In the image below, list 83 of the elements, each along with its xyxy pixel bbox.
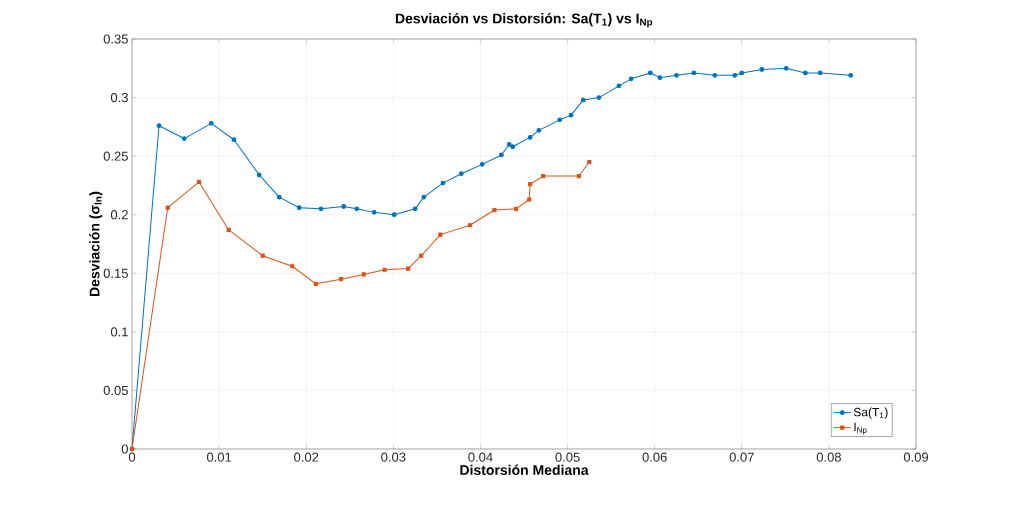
point [181,136,187,141]
point [371,209,377,215]
x-tick-label: 0.01 [206,452,232,462]
point [527,135,533,140]
point [557,117,563,123]
point [196,179,202,185]
point [338,277,344,282]
point [419,253,424,258]
point [361,272,366,277]
y-tick-label: 0.35 [103,34,128,44]
point [382,267,387,272]
x-tick-label: 0.04 [468,452,493,462]
point [514,206,519,211]
point [421,194,427,200]
point [412,206,418,212]
point [587,159,592,165]
point [657,75,663,81]
point [536,127,542,133]
point [290,264,295,269]
x-tick-label: 0.07 [729,452,754,462]
x-tick-label: 0.02 [294,452,319,462]
point [848,72,854,78]
point [406,266,411,271]
point [341,204,347,209]
point [576,173,581,179]
point [596,95,602,100]
point [674,72,679,78]
y-tick-label: 0.2 [110,210,128,220]
point [318,206,324,212]
point [479,161,485,167]
x-axis-title: Distorsión Mediana [460,464,589,476]
point [527,197,532,202]
point [313,281,318,286]
point [528,182,533,187]
point [467,223,473,228]
point [438,232,443,237]
y-tick-label: 0 [121,444,128,454]
x-tick-label: 0.09 [903,452,929,462]
legend-label: Sa(T$_{1}$) [853,407,888,419]
y-tick-label: 0.05 [103,385,128,396]
point [231,137,237,143]
point [440,180,446,186]
point [580,97,586,103]
x-tick-label: 0.06 [642,452,667,462]
point [628,76,634,82]
point [783,65,789,71]
point [260,253,265,258]
point [541,173,546,179]
point [691,70,697,76]
x-tick-label: 0.03 [381,452,406,462]
chart-title: Desviación vs Distorsión: Sa(T$_{1}$) vs I$_{Np}$ [395,13,653,28]
point [492,207,497,213]
point [165,205,170,210]
point [296,205,302,211]
point [817,70,823,76]
point [391,212,397,218]
point [759,67,765,72]
y-tick-label: 0.15 [103,268,128,278]
point [458,171,464,177]
point [208,120,214,126]
x-tick-label: 0.08 [816,452,841,462]
y-tick-label: 0.25 [103,151,128,161]
legend-label: I$_{Np}$ [854,422,867,435]
point [276,194,282,200]
point [506,142,512,147]
point [354,206,360,212]
y-axis-title: Desviación (σ$_{ln}$) [89,191,103,297]
point [498,152,504,158]
x-tick-label: 0 [128,452,136,462]
point [226,227,231,233]
y-tick-label: 0.3 [110,92,128,103]
x-tick-label: 0.05 [555,452,580,462]
y-tick-label: 0.1 [110,327,128,337]
point [802,70,808,76]
point [647,70,653,76]
point [256,172,262,178]
point [712,72,718,78]
point [616,83,622,89]
point [739,70,745,76]
point [510,144,516,150]
point [732,72,738,78]
point [568,112,574,118]
point [156,123,162,129]
